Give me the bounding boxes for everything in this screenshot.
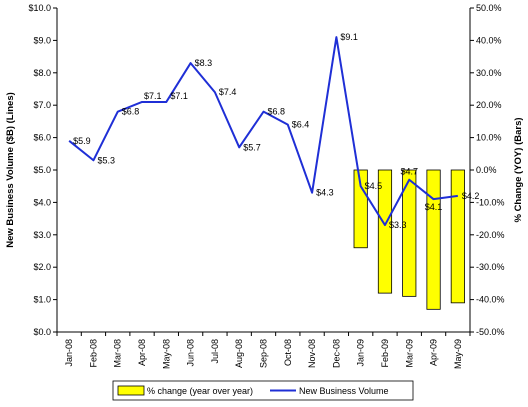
left-tick-label: $7.0	[33, 100, 51, 110]
left-tick-label: $8.0	[33, 68, 51, 78]
line-data-label: $7.1	[170, 91, 188, 101]
right-tick-label: -30.0%	[476, 262, 505, 272]
left-tick-label: $5.0	[33, 165, 51, 175]
line-data-label: $4.2	[462, 191, 480, 201]
right-tick-label: 50.0%	[476, 3, 502, 13]
line-series	[68, 36, 458, 227]
right-tick-label: 30.0%	[476, 68, 502, 78]
left-tick-label: $1.0	[33, 295, 51, 305]
right-tick-label: 0.0%	[476, 165, 497, 175]
left-tick-label: $9.0	[33, 35, 51, 45]
x-tick-label: Sep-08	[259, 339, 269, 368]
right-tick-label: 40.0%	[476, 35, 502, 45]
left-tick-label: $6.0	[33, 133, 51, 143]
x-tick-label: Nov-08	[307, 339, 317, 368]
line-data-label: $6.8	[268, 107, 286, 117]
x-tick-label: May-08	[161, 339, 171, 369]
line-data-label: $4.1	[425, 202, 443, 212]
line-data-label: $6.8	[122, 107, 140, 117]
line-data-label: $4.7	[400, 167, 418, 177]
line-data-label: $6.4	[292, 120, 310, 130]
x-tick-label: Aug-08	[234, 339, 244, 368]
line-data-label: $8.3	[195, 58, 213, 68]
bar	[353, 169, 368, 249]
x-tick-label: Mar-08	[113, 339, 123, 368]
x-tick-label: Feb-09	[380, 339, 390, 368]
bar	[450, 169, 465, 304]
left-tick-label: $3.0	[33, 230, 51, 240]
bar-series	[353, 169, 465, 310]
x-tick-label: Jan-08	[64, 339, 74, 367]
right-tick-label: 20.0%	[476, 100, 502, 110]
line-data-label: $4.5	[365, 181, 383, 191]
line-path	[68, 36, 458, 227]
left-tick-label: $10.0	[28, 3, 51, 13]
line-data-label: $5.7	[243, 142, 261, 152]
line-data-label: $7.1	[144, 91, 162, 101]
right-axis: -50.0% -40.0% -30.0% -20.0% -10.0% 0.0% 10.0% 2…	[469, 3, 505, 337]
legend-bar-label: % change (year over year)	[147, 386, 253, 396]
left-axis: $0.0 $1.0 $2.0 $3.0 $4.0 $5.0 $6.0 $7.0 $8.0 $9.0…	[28, 3, 58, 337]
legend-line-label: New Business Volume	[299, 386, 389, 396]
x-tick-label: Oct-08	[283, 339, 293, 366]
x-tick-label: Apr-08	[137, 339, 147, 366]
line-data-label: $5.9	[73, 136, 91, 146]
x-tick-label: Dec-08	[331, 339, 341, 368]
right-tick-label: -40.0%	[476, 295, 505, 305]
line-data-label: $7.4	[219, 87, 237, 97]
left-tick-label: $2.0	[33, 262, 51, 272]
right-tick-label: -50.0%	[476, 327, 505, 337]
x-tick-label: Feb-08	[88, 339, 98, 368]
right-tick-label: 10.0%	[476, 133, 502, 143]
legend-bar-swatch	[117, 385, 145, 396]
line-data-label: $4.3	[316, 188, 334, 198]
x-tick-label: Mar-09	[404, 339, 414, 368]
x-tick-label: Apr-09	[429, 339, 439, 366]
legend-box	[112, 380, 414, 401]
bar	[402, 169, 417, 297]
left-tick-label: $0.0	[33, 327, 51, 337]
line-data-label: $9.1	[340, 32, 358, 42]
legend: % change (year over year) New Business V…	[112, 380, 414, 401]
x-tick-label: May-09	[453, 339, 463, 369]
right-tick-label: -10.0%	[476, 197, 505, 207]
x-tick-label: Jan-09	[356, 339, 366, 367]
right-axis-title: % Change (YOY) (Bars)	[513, 117, 524, 222]
line-data-label: $5.3	[97, 155, 115, 165]
left-axis-title: New Business Volume ($B) (Lines)	[5, 92, 16, 248]
bar	[377, 169, 393, 294]
bar	[426, 169, 441, 310]
left-tick-label: $4.0	[33, 197, 51, 207]
line-data-label: $3.3	[389, 220, 407, 230]
x-tick-label: Jun-08	[186, 339, 196, 367]
data-labels: $5.9 $5.3 $6.8 $7.1 $7.1 $8.3 $7.4 $5.7 $6.8 $6.4…	[73, 32, 479, 230]
right-tick-label: -20.0%	[476, 230, 505, 240]
x-axis: Jan-08 Feb-08 Mar-08 Apr-08 May-08 Jun-08 Jul-…	[56, 331, 471, 369]
x-tick-label: Jul-08	[210, 339, 220, 364]
